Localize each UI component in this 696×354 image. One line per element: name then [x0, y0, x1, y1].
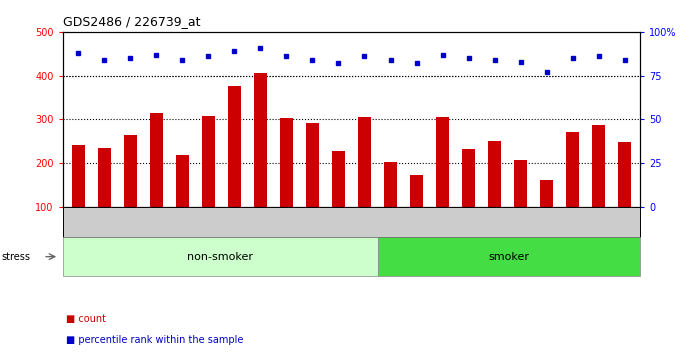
- Bar: [72, 145, 85, 251]
- Bar: [566, 132, 579, 251]
- Bar: [540, 181, 553, 251]
- Text: GDS2486 / 226739_at: GDS2486 / 226739_at: [63, 15, 200, 28]
- Text: stress: stress: [1, 252, 31, 262]
- Bar: [384, 162, 397, 251]
- Bar: [332, 151, 345, 251]
- Text: ■ count: ■ count: [66, 314, 106, 324]
- Bar: [592, 125, 606, 251]
- Text: ■ percentile rank within the sample: ■ percentile rank within the sample: [66, 335, 244, 345]
- Bar: [202, 116, 215, 251]
- Bar: [280, 118, 293, 251]
- Bar: [176, 155, 189, 251]
- Bar: [254, 74, 267, 251]
- Bar: [97, 148, 111, 251]
- Text: smoker: smoker: [489, 252, 530, 262]
- Text: non-smoker: non-smoker: [187, 252, 253, 262]
- Bar: [358, 117, 371, 251]
- Bar: [488, 141, 501, 251]
- Bar: [462, 149, 475, 251]
- Bar: [124, 135, 137, 251]
- Bar: [150, 113, 163, 251]
- Bar: [410, 175, 423, 251]
- Bar: [306, 123, 319, 251]
- Bar: [514, 160, 527, 251]
- Bar: [228, 86, 241, 251]
- Bar: [618, 142, 631, 251]
- Bar: [436, 117, 449, 251]
